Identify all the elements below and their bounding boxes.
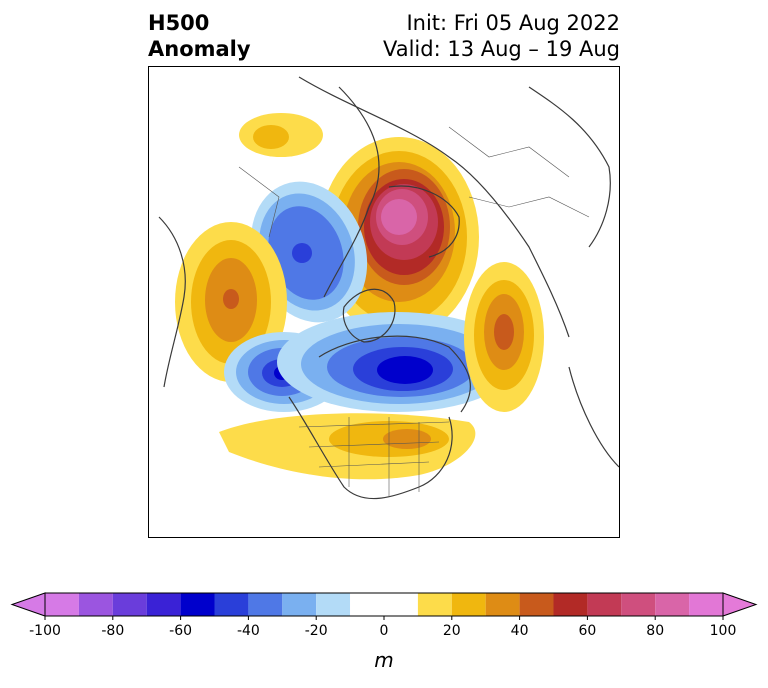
colorbar-segment	[689, 593, 723, 616]
map-panel	[148, 66, 620, 538]
ridge-pacific	[464, 262, 544, 412]
ridge-scandinavia	[239, 113, 323, 157]
country-borders	[238, 126, 590, 497]
colorbar-segment	[78, 593, 113, 616]
colorbar-segment	[112, 593, 147, 616]
colorbar-segment	[451, 593, 486, 616]
colorbar-segment	[621, 593, 656, 616]
colorbar-segment	[180, 593, 215, 616]
colorbar-tick-label: 60	[578, 623, 596, 639]
title-variable: H500	[148, 11, 210, 35]
colorbar-tick-label: -100	[29, 623, 61, 639]
colorbar-segment	[519, 593, 554, 616]
colorbar-svg: -100 -80 -60 -40 -20 0 20 40 60 80 100 m	[10, 592, 758, 672]
map-svg	[158, 76, 619, 500]
colorbar-segment	[553, 593, 588, 616]
colorbar-segment	[316, 593, 351, 616]
colorbar-segment	[214, 593, 249, 616]
colorbar-segment	[45, 593, 79, 616]
colorbar-segment	[350, 593, 418, 616]
title-valid: Valid: 13 Aug – 19 Aug	[382, 37, 620, 61]
colorbar-over-arrow	[722, 592, 758, 617]
colorbar-under-arrow	[10, 592, 46, 617]
colorbar-tick-label: 20	[443, 623, 461, 639]
colorbar-tick-label: -60	[169, 623, 192, 639]
colorbar-ticks: -100 -80 -60 -40 -20 0 20 40 60 80 100	[29, 616, 736, 639]
colorbar-tick-label: -80	[101, 623, 124, 639]
colorbar-segment	[655, 593, 690, 616]
colorbar-tick-label: 0	[380, 623, 389, 639]
colorbar-segment	[417, 593, 452, 616]
colorbar-segment	[587, 593, 622, 616]
colorbar-segment	[282, 593, 317, 616]
colorbar-segment	[485, 593, 520, 616]
title-left: H500 Anomaly	[148, 10, 251, 62]
colorbar-tick-label: 80	[646, 623, 664, 639]
colorbar-segment	[248, 593, 283, 616]
title-right: Init: Fri 05 Aug 2022 Valid: 13 Aug – 19…	[383, 10, 620, 62]
colorbar-segments	[45, 593, 723, 616]
ridge-central-us	[219, 413, 476, 480]
anomaly-field	[175, 113, 544, 480]
colorbar-tick-label: -40	[237, 623, 260, 639]
colorbar: -100 -80 -60 -40 -20 0 20 40 60 80 100 m	[0, 585, 768, 684]
trough-canada	[277, 312, 517, 412]
colorbar-unit-label: m	[374, 648, 393, 672]
title-anomaly: Anomaly	[148, 37, 251, 61]
colorbar-tick-label: 100	[710, 623, 737, 639]
title-init: Init: Fri 05 Aug 2022	[406, 11, 620, 35]
colorbar-tick-label: -20	[305, 623, 328, 639]
colorbar-tick-label: 40	[511, 623, 529, 639]
colorbar-segment	[146, 593, 181, 616]
coastlines	[158, 76, 619, 500]
